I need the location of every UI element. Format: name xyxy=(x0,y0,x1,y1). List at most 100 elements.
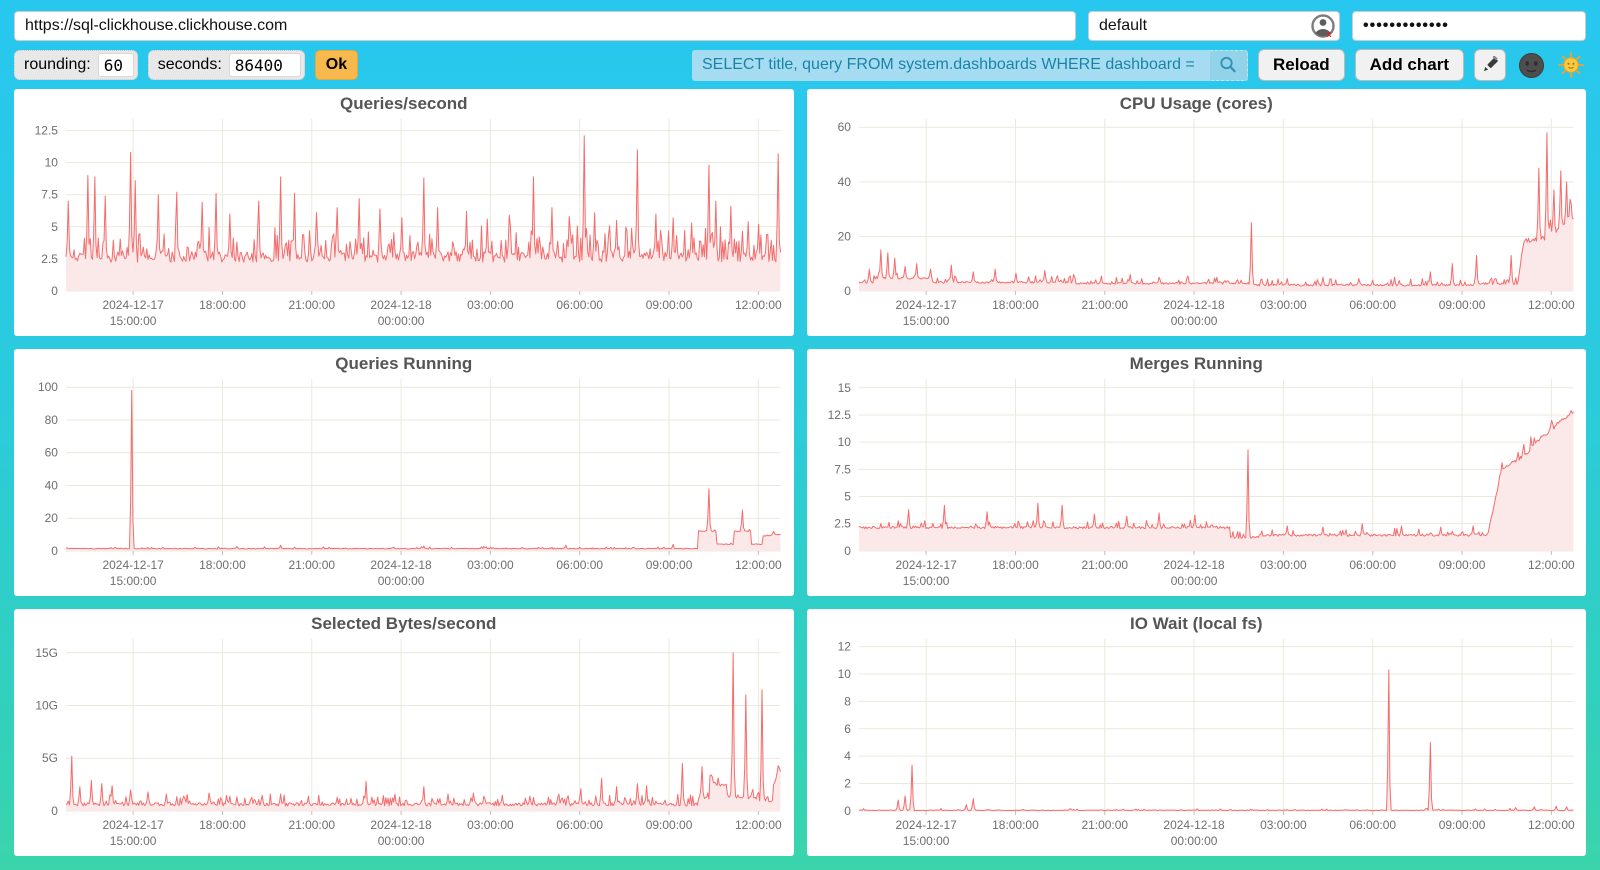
password-input[interactable] xyxy=(1352,11,1586,41)
x-tick-label: 2024-12-17 xyxy=(102,298,164,312)
y-tick-label: 20 xyxy=(45,511,59,525)
series-area xyxy=(65,390,781,551)
search-input[interactable] xyxy=(691,49,1210,81)
y-tick-label: 4 xyxy=(844,749,851,763)
chart-panel-io-wait: IO Wait (local fs) 12 10 8 6 4 2 0 2024-12-17 15… xyxy=(806,609,1586,856)
series-line xyxy=(65,390,781,550)
x-tick-label: 2024-12-17 xyxy=(895,298,957,312)
series-line xyxy=(65,652,781,807)
y-tick-label: 60 xyxy=(837,120,851,134)
y-tick-label: 15 xyxy=(837,381,851,395)
y-tick-label: 40 xyxy=(45,478,59,492)
seconds-label: seconds: xyxy=(157,56,222,73)
x-tick-label: 2024-12-18 xyxy=(370,558,432,572)
x-tick-label: 12:00:00 xyxy=(1528,818,1575,832)
x-tick-label: 09:00:00 xyxy=(1438,298,1485,312)
series-line xyxy=(65,135,782,263)
x-tick-label: 12:00:00 xyxy=(1528,558,1575,572)
series-line xyxy=(858,132,1574,287)
y-tick-label: 10 xyxy=(837,667,851,681)
x-tick-label: 15:00:00 xyxy=(110,314,157,328)
x-tick-label: 06:00:00 xyxy=(556,818,603,832)
x-tick-label: 21:00:00 xyxy=(288,558,335,572)
x-tick-label: 00:00:00 xyxy=(1170,574,1217,588)
axis-labels: 12.5 10 7.5 5 2.5 0 2024-12-17 15:00:00 18:00:00… xyxy=(35,124,782,328)
x-tick-label: 18:00:00 xyxy=(199,558,246,572)
y-tick-label: 0 xyxy=(51,544,58,558)
edit-button[interactable] xyxy=(1474,49,1506,81)
x-tick-label: 2024-12-18 xyxy=(370,818,432,832)
chart-canvas-selected-bytes: 15G 10G 5G 0 2024-12-17 15:00:00 18:00:00 21:00… xyxy=(35,639,782,848)
x-tick-label: 03:00:00 xyxy=(467,298,514,312)
x-tick-label: 2024-12-18 xyxy=(1163,818,1225,832)
y-tick-label: 0 xyxy=(844,804,851,818)
user-profile-icon[interactable]: x xyxy=(1311,14,1335,39)
x-tick-label: 15:00:00 xyxy=(902,834,949,848)
y-tick-label: 12.5 xyxy=(827,408,851,422)
axis-labels: 15 12.5 10 7.5 5 2.5 0 2024-12-17 15:00:00 18:00:… xyxy=(827,381,1574,588)
axis-labels: 100 80 60 40 20 0 2024-12-17 15:00:00 18:00:00 21… xyxy=(38,380,782,588)
x-tick-label: 12:00:00 xyxy=(735,298,782,312)
x-tick-label: 09:00:00 xyxy=(646,818,693,832)
x-tick-label: 12:00:00 xyxy=(735,818,782,832)
y-tick-label: 10 xyxy=(837,435,851,449)
x-tick-label: 21:00:00 xyxy=(1081,818,1128,832)
chart-canvas-queries-per-second: 12.5 10 7.5 5 2.5 0 2024-12-17 15:00:00 18:00:00… xyxy=(35,119,782,328)
connection-bar: x xyxy=(14,11,1586,41)
x-tick-label: 2024-12-18 xyxy=(1163,558,1225,572)
x-tick-label: 06:00:00 xyxy=(1349,558,1396,572)
y-tick-label: 6 xyxy=(844,722,851,736)
svg-text:x: x xyxy=(1327,29,1332,38)
series-area xyxy=(65,652,781,811)
y-tick-label: 2 xyxy=(844,777,851,791)
chart-panel-cpu-usage: CPU Usage (cores) 60 40 20 0 2024-12-17 15:00… xyxy=(806,89,1586,336)
y-tick-label: 5 xyxy=(51,220,58,234)
rounding-input[interactable] xyxy=(97,53,134,77)
x-tick-label: 12:00:00 xyxy=(735,558,782,572)
y-tick-label: 15G xyxy=(35,646,58,660)
x-tick-label: 03:00:00 xyxy=(1260,558,1307,572)
x-tick-label: 15:00:00 xyxy=(110,834,157,848)
seconds-input[interactable] xyxy=(228,53,301,77)
theme-dark-toggle[interactable] xyxy=(1516,50,1546,80)
y-tick-label: 100 xyxy=(38,380,58,394)
ok-button[interactable]: Ok xyxy=(314,50,359,80)
y-tick-label: 60 xyxy=(45,446,59,460)
y-tick-label: 12.5 xyxy=(35,124,59,138)
x-tick-label: 2024-12-17 xyxy=(895,818,957,832)
x-tick-label: 18:00:00 xyxy=(199,818,246,832)
reload-button[interactable]: Reload xyxy=(1257,49,1345,81)
x-tick-label: 06:00:00 xyxy=(556,558,603,572)
x-tick-label: 15:00:00 xyxy=(902,574,949,588)
x-tick-label: 09:00:00 xyxy=(646,298,693,312)
x-tick-label: 15:00:00 xyxy=(902,314,949,328)
x-tick-label: 2024-12-18 xyxy=(1163,298,1225,312)
x-tick-label: 21:00:00 xyxy=(1081,558,1128,572)
y-tick-label: 20 xyxy=(837,229,851,243)
x-tick-label: 15:00:00 xyxy=(110,574,157,588)
chart-canvas-merges-running: 15 12.5 10 7.5 5 2.5 0 2024-12-17 15:00:00 18:00:… xyxy=(827,379,1575,588)
series-area xyxy=(858,132,1574,291)
add-chart-button[interactable]: Add chart xyxy=(1354,49,1464,81)
chart-canvas-queries-running: 100 80 60 40 20 0 2024-12-17 15:00:00 18:00:00 21… xyxy=(38,379,782,588)
y-tick-label: 5G xyxy=(42,751,58,765)
x-tick-label: 06:00:00 xyxy=(1349,298,1396,312)
url-input[interactable] xyxy=(14,11,1076,41)
theme-light-toggle[interactable] xyxy=(1556,50,1586,80)
search-button[interactable] xyxy=(1209,49,1248,81)
y-tick-label: 0 xyxy=(844,284,851,298)
x-tick-label: 00:00:00 xyxy=(378,574,425,588)
y-tick-label: 2.5 xyxy=(834,517,851,531)
user-input[interactable] xyxy=(1088,11,1340,41)
x-tick-label: 09:00:00 xyxy=(646,558,693,572)
chart-panel-merges-running: Merges Running 15 12.5 10 7.5 5 2.5 0 2024-12-1… xyxy=(806,349,1586,596)
moon-icon xyxy=(1518,52,1544,78)
x-tick-label: 21:00:00 xyxy=(288,298,335,312)
y-tick-label: 7.5 xyxy=(834,462,851,476)
series-line xyxy=(858,669,1574,812)
chart-grid xyxy=(858,119,1574,295)
x-tick-label: 18:00:00 xyxy=(992,298,1039,312)
axis-labels: 60 40 20 0 2024-12-17 15:00:00 18:00:00 21:00:0… xyxy=(837,120,1574,328)
sun-icon xyxy=(1558,52,1584,78)
